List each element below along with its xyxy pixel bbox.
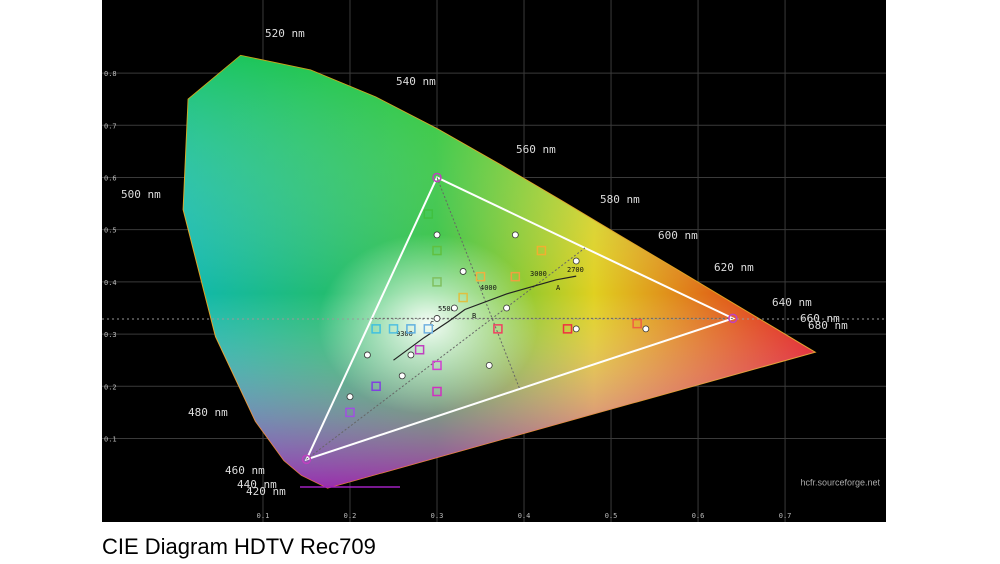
x-tick-label: 0.4 (518, 512, 531, 520)
wavelength-label: 600 nm (658, 229, 698, 242)
target-square (432, 360, 442, 371)
watermark: hcfr.sourceforge.net (800, 477, 880, 487)
measured-point (433, 231, 441, 239)
target-square (371, 324, 381, 334)
target-square (536, 245, 547, 256)
x-tick-label: 0.5 (605, 512, 618, 520)
measured-point (398, 372, 406, 380)
cct-label: 5500 (438, 305, 455, 313)
x-tick-label: 0.6 (692, 512, 705, 520)
primary-point (432, 172, 442, 183)
cct-label: C (430, 320, 434, 328)
cct-label: 3000 (530, 270, 547, 278)
wavelength-label: 500 nm (121, 188, 161, 201)
measured-point (459, 268, 467, 275)
measured-point (451, 304, 458, 312)
white-glow (318, 233, 539, 414)
target-square (406, 324, 416, 334)
cct-label: 9300 (396, 330, 413, 338)
target-square (475, 271, 486, 282)
target-square (432, 386, 442, 397)
y-tick-label: 0.8 (104, 70, 117, 78)
primary-point (728, 313, 738, 324)
wavelength-label: 520 nm (265, 27, 305, 40)
measured-point (642, 325, 650, 333)
wavelength-label: 620 nm (714, 261, 754, 274)
planckian-locus (393, 275, 577, 361)
target-square (432, 245, 442, 256)
measured-point (433, 315, 441, 322)
wavelength-label: 680 nm (808, 319, 848, 332)
measured-point (572, 325, 580, 333)
target-square (423, 209, 434, 219)
y-tick-label: 0.5 (104, 227, 117, 235)
measured-point (503, 304, 511, 312)
target-square (458, 292, 468, 303)
y-tick-label: 0.4 (104, 279, 117, 287)
y-tick-label: 0.1 (104, 435, 117, 443)
y-tick-label: 0.2 (104, 383, 117, 391)
target-square (432, 277, 442, 287)
y-tick-label: 0.3 (104, 331, 117, 339)
wavelength-label: 580 nm (600, 193, 640, 206)
measured-point (485, 361, 493, 369)
wavelength-label: 420 nm (246, 485, 286, 498)
target-square (562, 324, 573, 334)
measured-point (572, 257, 580, 265)
wavelength-label: 560 nm (516, 143, 556, 156)
wavelength-label: 440 nm (237, 478, 277, 491)
primary-point (301, 454, 312, 465)
measured-point (407, 351, 415, 359)
x-tick-label: 0.1 (257, 512, 270, 520)
measured-point (346, 393, 354, 401)
target-square (371, 381, 381, 392)
cct-label: 4000 (480, 284, 497, 292)
target-square (414, 344, 425, 355)
wavelength-label: 640 nm (772, 296, 812, 309)
cct-label: 2700 (567, 266, 584, 274)
target-square (510, 271, 521, 282)
measured-point (511, 231, 519, 239)
wavelength-label: 480 nm (188, 406, 228, 419)
target-square (493, 324, 503, 334)
y-tick-label: 0.6 (104, 174, 117, 182)
target-square (345, 407, 355, 418)
wavelength-label: 540 nm (396, 75, 436, 88)
gamut-median (436, 177, 521, 390)
wavelength-label: 460 nm (225, 464, 265, 477)
x-tick-label: 0.3 (431, 512, 444, 520)
target-square (632, 318, 642, 329)
target-square (423, 324, 434, 334)
measured-point (363, 351, 371, 359)
wavelength-label: 660 nm (800, 312, 840, 325)
x-tick-label: 0.2 (344, 512, 357, 520)
x-tick-label: 0.7 (779, 512, 792, 520)
cct-label: B (472, 312, 476, 320)
caption: CIE Diagram HDTV Rec709 (102, 534, 376, 559)
cct-label: A (556, 284, 561, 292)
y-tick-label: 0.7 (104, 122, 117, 130)
target-square (388, 324, 399, 334)
